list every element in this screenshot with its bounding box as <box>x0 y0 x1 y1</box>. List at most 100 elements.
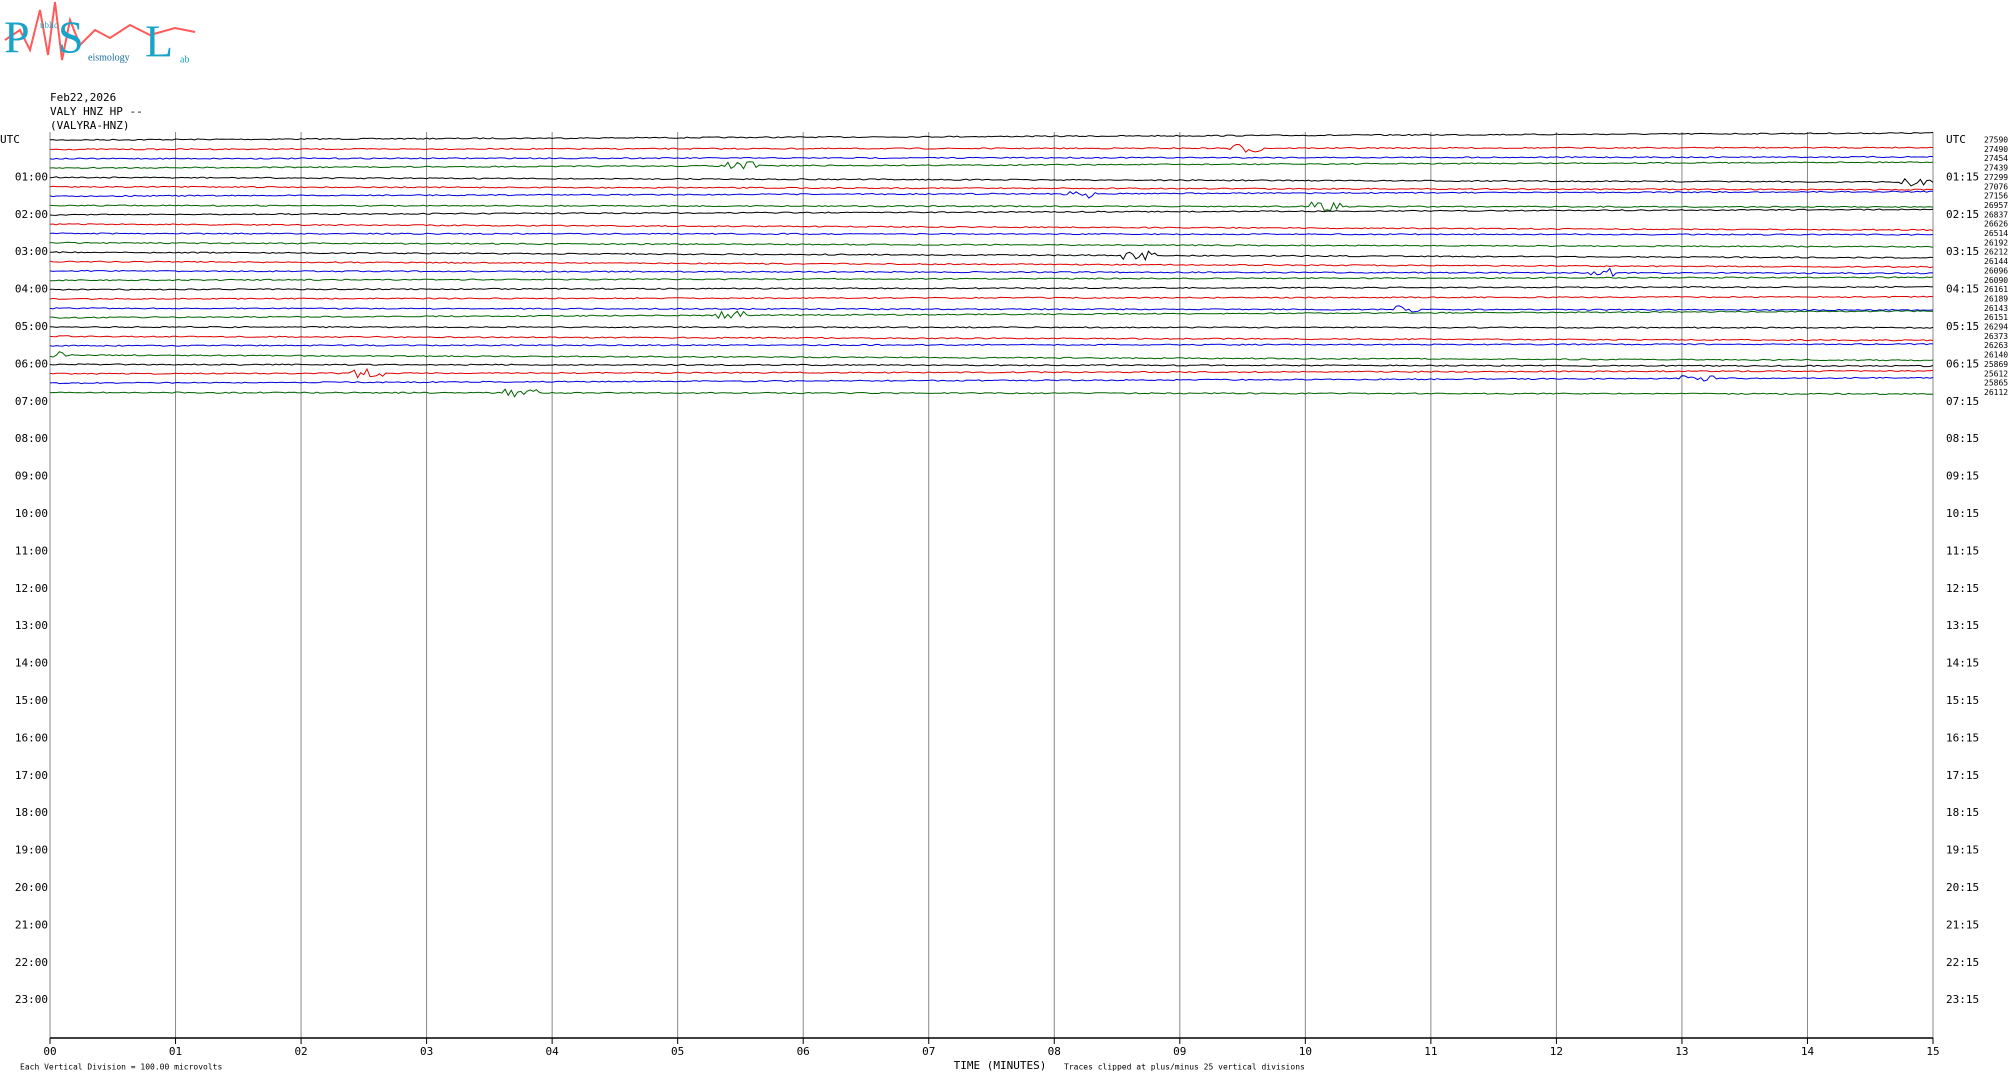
trace <box>49 351 1934 362</box>
hour-label: 03:15 <box>1946 245 1979 258</box>
hour-label: 04:15 <box>1946 283 1979 296</box>
trace <box>49 161 1934 170</box>
station: VALY HNZ HP -- <box>50 105 143 118</box>
hour-label: 12:00 <box>15 582 48 595</box>
trace <box>49 260 1934 269</box>
hour-label: 23:00 <box>15 993 48 1006</box>
hour-label: 01:15 <box>1946 170 1979 183</box>
trace <box>49 305 1934 313</box>
hour-label: 16:15 <box>1946 731 1979 744</box>
hour-label: 17:00 <box>15 769 48 782</box>
trace-offset: 27156 <box>1984 192 2008 201</box>
logo-word: ab <box>180 54 189 65</box>
x-tick-label: 13 <box>1675 1045 1688 1058</box>
hour-label: 22:15 <box>1946 956 1979 969</box>
trace <box>50 285 1934 291</box>
hour-label: 06:00 <box>15 357 48 370</box>
trace <box>49 295 1934 300</box>
logo-word: eismology <box>88 52 130 63</box>
site: (VALYRA-HNZ) <box>50 119 129 132</box>
trace-offset: 27439 <box>1984 164 2008 173</box>
trace-offset: 26096 <box>1984 266 2008 275</box>
trace <box>49 190 1934 199</box>
hour-label: 06:15 <box>1946 357 1979 370</box>
trace <box>49 223 1934 232</box>
trace-offset: 26112 <box>1984 388 2008 397</box>
hour-label: 13:15 <box>1946 619 1979 632</box>
hour-label: 13:00 <box>15 619 48 632</box>
hour-label: 16:00 <box>15 731 48 744</box>
logo-letter: L <box>145 16 173 67</box>
trace <box>49 267 1934 278</box>
trace <box>49 388 1934 398</box>
trace-offset: 26151 <box>1984 313 2008 322</box>
trace-offset: 26143 <box>1984 304 2008 313</box>
trace <box>50 143 1934 153</box>
hour-label: 04:00 <box>15 283 48 296</box>
trace-offset: 27490 <box>1984 145 2008 154</box>
trace-offset: 26626 <box>1984 220 2008 229</box>
hour-label: 10:00 <box>15 507 48 520</box>
x-tick-label: 01 <box>169 1045 182 1058</box>
logo-letter: S <box>58 12 84 63</box>
x-tick-label: 09 <box>1173 1045 1186 1058</box>
hour-label: 03:00 <box>15 245 48 258</box>
x-tick-label: 15 <box>1926 1045 1939 1058</box>
trace-offset: 26957 <box>1984 201 2008 210</box>
trace <box>49 201 1934 212</box>
logo: P ublic S eismology L ab <box>4 1 196 67</box>
trace <box>49 363 1934 368</box>
trace-offset: 27454 <box>1984 154 2008 163</box>
footer-note: Traces clipped at plus/minus 25 vertical… <box>1064 1063 1305 1072</box>
trace <box>50 310 1934 320</box>
x-tick-label: 14 <box>1801 1045 1815 1058</box>
trace <box>49 232 1934 236</box>
trace <box>49 325 1934 329</box>
hour-label: 02:00 <box>15 208 48 221</box>
hour-label: 07:15 <box>1946 395 1979 408</box>
trace-offset: 25612 <box>1984 369 2008 378</box>
trace-offset: 26373 <box>1984 332 2008 341</box>
hour-label: 11:00 <box>15 544 48 557</box>
x-tick-label: 05 <box>671 1045 684 1058</box>
trace <box>49 208 1934 216</box>
trace <box>49 185 1933 191</box>
hour-label: 23:15 <box>1946 993 1979 1006</box>
trace-offset: 26161 <box>1984 285 2008 294</box>
x-axis-title: TIME (MINUTES) <box>954 1059 1047 1072</box>
hour-label: 21:00 <box>15 918 48 931</box>
trace-offset: 26192 <box>1984 238 2008 247</box>
x-tick-label: 06 <box>797 1045 810 1058</box>
hour-label: 01:00 <box>15 170 48 183</box>
trace-offset: 27590 <box>1984 136 2008 145</box>
hour-label: 05:00 <box>15 320 48 333</box>
trace-offset: 26514 <box>1984 229 2008 238</box>
hour-label: 14:00 <box>15 657 48 670</box>
hour-label: 02:15 <box>1946 208 1979 221</box>
trace <box>49 335 1934 342</box>
hour-label: 20:15 <box>1946 881 1979 894</box>
logo-letter: P <box>4 12 30 63</box>
logo-word: ublic <box>40 20 58 30</box>
trace <box>50 250 1934 262</box>
trace <box>49 343 1934 347</box>
trace-offset: 26263 <box>1984 341 2008 350</box>
hour-label: 05:15 <box>1946 320 1979 333</box>
trace <box>49 132 1934 141</box>
hour-label: 22:00 <box>15 956 48 969</box>
trace-offset: 26090 <box>1984 276 2008 285</box>
hour-label: 21:15 <box>1946 918 1979 931</box>
hour-label: 08:00 <box>15 432 48 445</box>
trace-offset: 25865 <box>1984 379 2008 388</box>
trace-offset: 26140 <box>1984 351 2008 360</box>
x-tick-label: 00 <box>43 1045 56 1058</box>
hour-label: 15:15 <box>1946 694 1979 707</box>
hour-label: 09:00 <box>15 470 48 483</box>
hour-label: 07:00 <box>15 395 48 408</box>
trace-offset: 27299 <box>1984 173 2008 182</box>
trace-offset: 27076 <box>1984 182 2008 191</box>
footer-note: Each Vertical Division = 100.00 microvol… <box>20 1063 222 1072</box>
x-tick-label: 11 <box>1424 1045 1437 1058</box>
hour-label: 20:00 <box>15 881 48 894</box>
x-tick-label: 03 <box>420 1045 433 1058</box>
